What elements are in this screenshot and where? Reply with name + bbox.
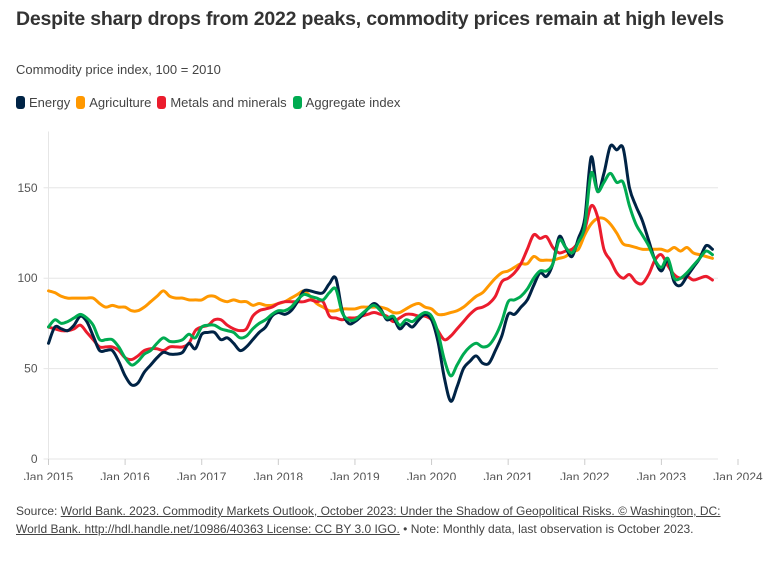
legend-label-agriculture: Agriculture xyxy=(89,95,152,110)
aggregate-index-line[interactable] xyxy=(47,170,714,378)
legend-item-agriculture[interactable]: Agriculture xyxy=(76,95,151,110)
legend-label-metals: Metals and minerals xyxy=(170,95,287,110)
y-tick-label: 150 xyxy=(17,181,37,195)
x-tick-label: Jan 2022 xyxy=(560,470,610,480)
axes: 0 50 100 150 Jan 2015 Jan 2016 Jan 2017 Jan 201… xyxy=(17,131,763,480)
x-tick-label: Jan 2024 xyxy=(713,470,763,480)
chart-subtitle: Commodity price index, 100 = 2010 xyxy=(16,62,221,77)
x-tick-label: Jan 2017 xyxy=(177,470,227,480)
y-tick-label: 100 xyxy=(17,271,37,285)
gridlines xyxy=(43,187,718,460)
legend: Energy Agriculture Metals and minerals A… xyxy=(16,95,406,110)
metals-and-minerals-line[interactable] xyxy=(47,203,714,362)
y-tick-label: 0 xyxy=(31,452,38,466)
x-tick-label: Jan 2018 xyxy=(254,470,304,480)
legend-label-aggregate: Aggregate index xyxy=(305,95,401,110)
x-tick-label: Jan 2023 xyxy=(637,470,687,480)
energy-line[interactable] xyxy=(47,143,714,403)
x-tick-label: Jan 2015 xyxy=(24,470,74,480)
legend-swatch-metals xyxy=(157,96,167,109)
legend-swatch-energy xyxy=(16,96,25,109)
x-tick-label: Jan 2020 xyxy=(407,470,457,480)
x-tick-label: Jan 2019 xyxy=(330,470,380,480)
legend-item-aggregate[interactable]: Aggregate index xyxy=(292,95,401,110)
legend-swatch-agriculture xyxy=(76,96,86,109)
footer-note: • Note: Monthly data, last observation i… xyxy=(403,522,694,536)
line-chart: 0 50 100 150 Jan 2015 Jan 2016 Jan 2017 Jan 201… xyxy=(17,131,763,480)
y-tick-label: 50 xyxy=(24,362,38,376)
legend-item-energy[interactable]: Energy xyxy=(16,95,70,110)
x-tick-label: Jan 2016 xyxy=(100,470,150,480)
series-lines xyxy=(47,143,714,403)
x-tick-label: Jan 2021 xyxy=(483,470,533,480)
source-link[interactable]: World Bank. 2023. Commodity Markets Outl… xyxy=(16,504,721,536)
source-label: Source: xyxy=(16,504,58,518)
chart-title: Despite sharp drops from 2022 peaks, com… xyxy=(16,8,724,30)
legend-swatch-aggregate xyxy=(292,96,302,109)
legend-label-energy: Energy xyxy=(29,95,71,110)
legend-item-metals[interactable]: Metals and minerals xyxy=(157,95,287,110)
chart-footer: Source: World Bank. 2023. Commodity Mark… xyxy=(16,502,736,538)
